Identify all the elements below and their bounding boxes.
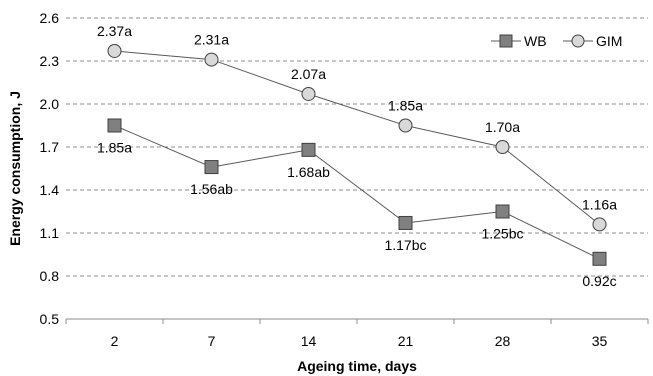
marker-wb — [204, 160, 219, 175]
data-label-gim: 2.37a — [97, 23, 132, 39]
data-label-gim: 2.31a — [194, 32, 229, 48]
data-label-wb: 1.17bc — [384, 237, 426, 253]
data-label-gim: 2.07a — [291, 66, 326, 82]
legend-label-wb: WB — [524, 33, 547, 49]
data-label-wb: 1.68ab — [287, 164, 330, 180]
legend-marker-wb — [499, 34, 513, 48]
data-label-wb: 1.25bc — [481, 226, 523, 242]
series — [107, 43, 607, 266]
legend-marker-gim — [571, 34, 585, 48]
marker-gim — [592, 217, 607, 232]
x-axis-title: Ageing time, days — [297, 358, 417, 374]
data-label-wb: 0.92c — [582, 273, 616, 289]
marker-wb — [398, 215, 413, 230]
data-label-gim: 1.85a — [388, 98, 423, 114]
x-tick-label: 14 — [301, 333, 317, 349]
y-tick-label: 2.3 — [40, 53, 60, 69]
y-axis-title: Energy consumption, J — [7, 91, 23, 246]
data-label-gim: 1.16a — [582, 196, 617, 212]
y-tick-labels: 0.5 0.8 1.1 1.4 1.7 2.0 2.3 2.6 — [40, 10, 60, 327]
series-line-gim — [114, 50, 600, 225]
marker-gim — [107, 43, 122, 58]
data-label-wb: 1.56ab — [190, 181, 233, 197]
x-tick-label: 28 — [495, 333, 511, 349]
marker-gim — [301, 86, 316, 101]
marker-gim — [495, 140, 510, 154]
y-tick-label: 0.8 — [40, 268, 60, 284]
data-labels: 1.85a 1.56ab 1.68ab 1.17bc 1.25bc 0.92c 2.37a 2… — [97, 23, 617, 289]
data-label-gim: 1.70a — [485, 119, 520, 135]
marker-gim — [398, 118, 413, 133]
x-tick-label: 7 — [208, 333, 216, 349]
marker-wb — [495, 204, 510, 219]
series-line-wb — [114, 125, 600, 260]
grid-lines — [66, 17, 648, 277]
marker-gim — [204, 52, 219, 67]
data-label-wb: 1.85a — [97, 140, 132, 156]
marker-wb — [592, 251, 607, 266]
y-tick-label: 1.4 — [40, 182, 60, 198]
y-tick-label: 2.0 — [40, 96, 60, 112]
x-tick-label: 2 — [111, 333, 119, 349]
y-tick-label: 0.5 — [40, 311, 60, 327]
x-tick-label: 21 — [398, 333, 414, 349]
marker-wb — [301, 142, 316, 157]
y-tick-label: 1.7 — [40, 139, 60, 155]
marker-wb — [107, 118, 122, 133]
legend: WB GIM — [491, 33, 622, 49]
y-tick-label: 1.1 — [40, 225, 60, 241]
legend-label-gim: GIM — [596, 33, 622, 49]
x-tick-label: 35 — [592, 333, 608, 349]
x-tick-labels: 2 7 14 21 28 35 — [65, 319, 649, 349]
y-tick-label: 2.6 — [40, 10, 60, 26]
